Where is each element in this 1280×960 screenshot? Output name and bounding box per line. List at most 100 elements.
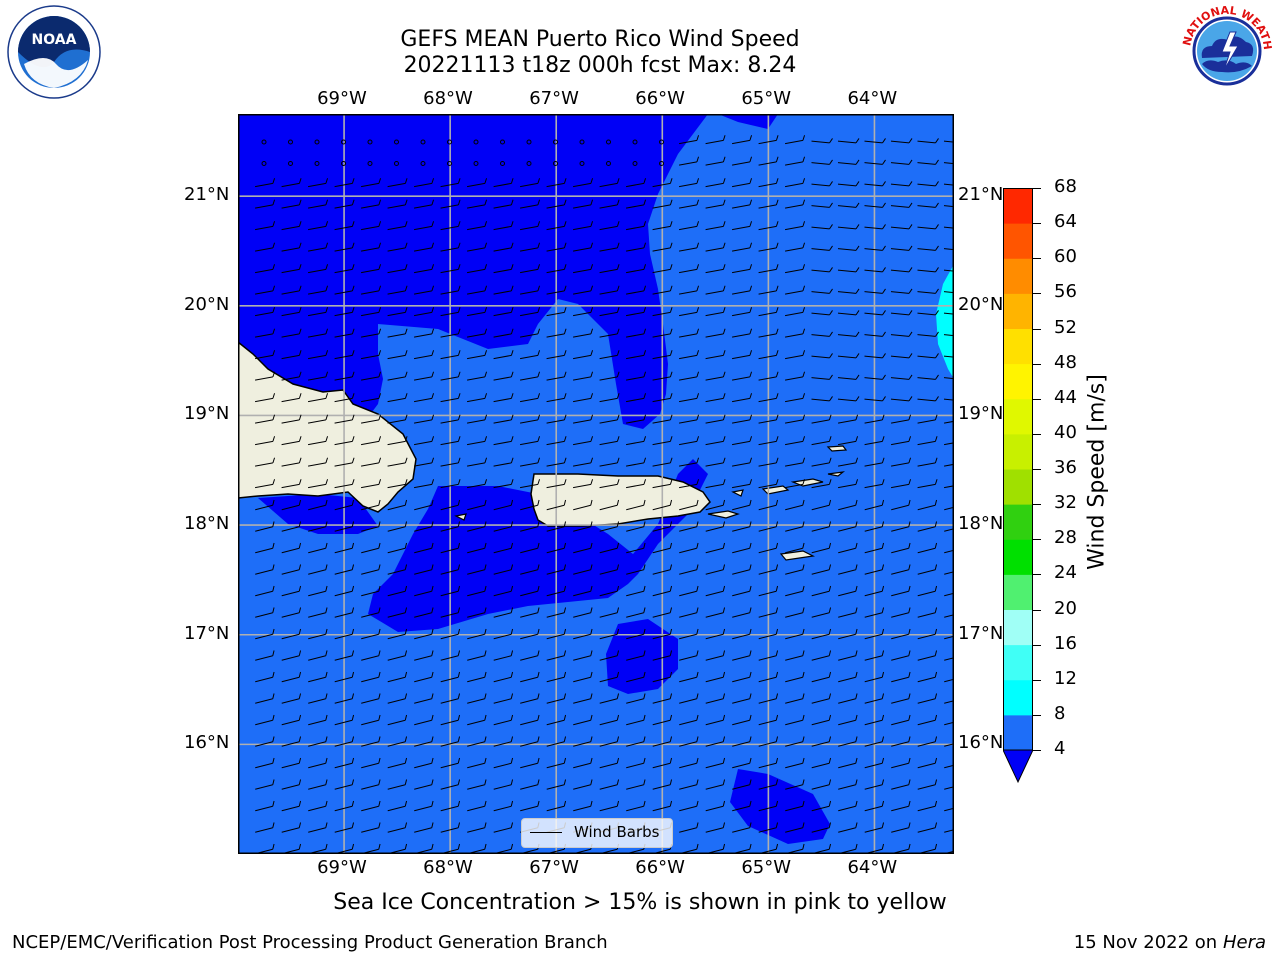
wind-barb	[732, 457, 753, 467]
colorbar-band-3	[1003, 609, 1033, 646]
wind-barb	[308, 285, 329, 295]
wind-barb	[705, 178, 726, 188]
wind-barb	[732, 800, 752, 812]
wind-barb	[308, 693, 328, 704]
wind-barb	[811, 436, 832, 446]
wind-barb	[281, 757, 302, 769]
wind-barb	[308, 393, 329, 403]
wind-barb	[864, 457, 885, 467]
wind-barb	[281, 671, 302, 683]
wind-barb	[626, 371, 647, 381]
wind-barb	[811, 779, 832, 790]
wind-barb	[387, 457, 408, 467]
wind-barb	[414, 607, 434, 618]
wind-field-below-4-ne	[718, 114, 778, 129]
wind-barb	[837, 159, 860, 165]
wind-barb	[573, 393, 594, 403]
wind-barb	[890, 331, 913, 337]
wind-barb	[493, 264, 514, 274]
wind-barb	[705, 521, 726, 532]
wind-barb	[626, 628, 646, 640]
wind-barb	[546, 350, 567, 360]
wind-barb	[387, 714, 408, 726]
lat-label-left-5: 16°N	[184, 732, 230, 754]
colorbar-tick-mark	[1033, 293, 1041, 295]
wind-barb	[864, 650, 885, 661]
wind-barb	[679, 285, 700, 295]
wind-barb	[387, 178, 408, 188]
wind-barb	[679, 414, 700, 424]
wind-barb	[652, 499, 673, 511]
wind-barb	[493, 822, 514, 833]
wind-barb	[281, 436, 302, 446]
wind-barb	[387, 328, 408, 338]
wind-barb	[626, 328, 647, 338]
wind-barb	[341, 139, 346, 145]
wind-barb	[334, 779, 355, 790]
wind-barb	[546, 800, 567, 812]
colorbar-tick-8: 8	[1054, 702, 1066, 724]
wind-barb	[891, 499, 911, 511]
wind-barb	[679, 242, 700, 252]
wind-barb	[652, 779, 673, 790]
wind-barb	[361, 328, 382, 338]
wind-barb	[890, 159, 913, 165]
wind-barb	[785, 285, 806, 295]
wind-barb	[546, 628, 567, 640]
wind-barb	[599, 436, 620, 446]
wind-barb	[440, 264, 461, 274]
wind-barb	[864, 331, 886, 337]
wind-barb	[493, 350, 514, 360]
wind-barb	[255, 628, 275, 640]
wind-barb	[387, 371, 408, 381]
colorbar	[1002, 188, 1034, 784]
lat-label-left-0: 21°N	[184, 184, 230, 206]
wind-barb	[467, 436, 488, 446]
wind-barb	[838, 736, 858, 747]
wind-barb	[679, 156, 700, 166]
wind-barb	[255, 693, 275, 704]
wind-barb	[837, 181, 860, 187]
wind-barb	[361, 264, 382, 274]
wind-barb	[308, 499, 328, 511]
wind-barb	[255, 757, 275, 769]
wind-barb	[599, 736, 620, 747]
wind-barb	[891, 564, 911, 575]
wind-barb	[447, 139, 452, 145]
wind-barb	[255, 542, 275, 554]
wind-barb	[652, 221, 673, 231]
wind-barb	[705, 393, 726, 403]
wind-barb	[811, 224, 833, 230]
wind-barb	[414, 393, 435, 403]
colorbar-band-13	[1003, 258, 1033, 294]
wind-barb	[387, 607, 408, 618]
wind-barb	[520, 650, 540, 661]
noaa-logo-icon: NOAA	[7, 5, 101, 99]
wind-barb	[546, 585, 567, 597]
wind-barb	[467, 779, 487, 790]
wind-barb	[917, 310, 939, 316]
wind-barb	[864, 671, 885, 683]
wind-barb	[255, 779, 275, 790]
wind-barb	[520, 414, 541, 424]
wind-barb	[785, 479, 806, 489]
wind-barb	[785, 607, 805, 618]
wind-barb	[838, 564, 858, 575]
wind-barb	[917, 374, 939, 380]
colorbar-tick-20: 20	[1054, 597, 1077, 619]
wind-barb	[493, 757, 514, 769]
wind-barb	[626, 414, 647, 424]
wind-barb	[679, 350, 700, 360]
wind-barb	[308, 328, 329, 338]
wind-barb	[467, 757, 487, 769]
wind-barb	[679, 178, 700, 188]
wind-barb	[314, 161, 320, 166]
wind-barb	[758, 414, 779, 424]
map-canvas	[238, 114, 954, 854]
wind-barb	[632, 161, 638, 166]
wind-barb	[387, 650, 408, 661]
wind-barb	[758, 436, 779, 446]
wind-barb	[837, 138, 860, 144]
wind-barb	[281, 521, 302, 532]
wind-barb	[785, 371, 806, 381]
